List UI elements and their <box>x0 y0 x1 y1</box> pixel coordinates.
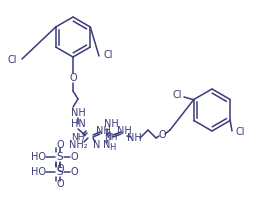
Text: S: S <box>57 152 63 162</box>
Text: Cl: Cl <box>235 127 245 137</box>
Text: Cl: Cl <box>172 90 182 100</box>
Text: HO: HO <box>31 152 45 162</box>
Text: NH: NH <box>104 133 118 142</box>
Text: O: O <box>70 167 78 177</box>
Text: NH: NH <box>71 108 85 118</box>
Text: O: O <box>56 140 64 150</box>
Text: NH: NH <box>95 126 110 136</box>
Text: Cl: Cl <box>7 55 17 65</box>
Text: O: O <box>70 152 78 162</box>
Text: Cl: Cl <box>103 50 113 60</box>
Text: N: N <box>103 140 111 150</box>
Text: NH: NH <box>117 126 131 136</box>
Text: NH₂: NH₂ <box>69 140 87 150</box>
Text: NH: NH <box>71 133 85 142</box>
Text: N: N <box>93 140 101 150</box>
Text: O: O <box>158 130 166 140</box>
Text: HO: HO <box>31 167 45 177</box>
Text: S: S <box>57 167 63 177</box>
Text: O: O <box>56 164 64 174</box>
Text: H: H <box>109 143 115 153</box>
Text: O: O <box>56 179 64 189</box>
Text: HN: HN <box>71 119 85 129</box>
Text: NH: NH <box>127 133 141 143</box>
Text: NH: NH <box>104 119 118 129</box>
Text: O: O <box>69 73 77 83</box>
